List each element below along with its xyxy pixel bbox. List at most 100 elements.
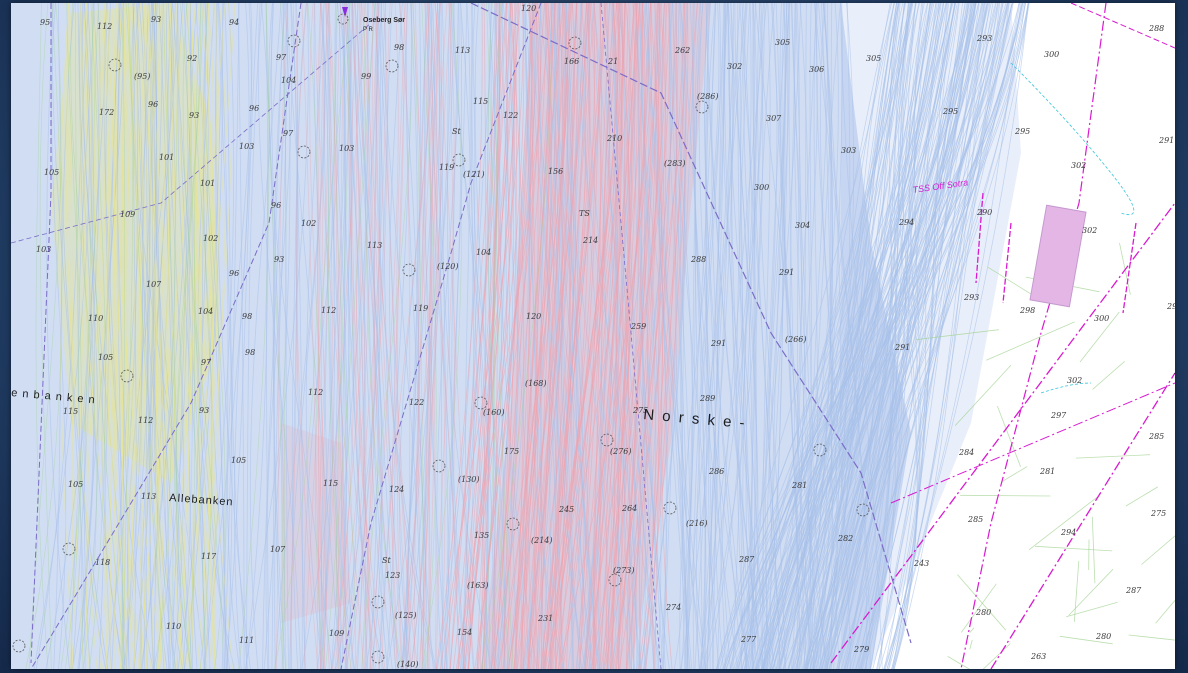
boundary-line bbox=[340, 3, 542, 669]
vessel-track bbox=[815, 3, 914, 669]
well-marker-icon[interactable] bbox=[371, 650, 385, 664]
vessel-track bbox=[321, 3, 330, 669]
well-marker-icon[interactable] bbox=[600, 433, 614, 447]
well-marker-icon[interactable] bbox=[402, 263, 416, 277]
well-marker-icon[interactable] bbox=[62, 542, 76, 556]
well-marker-icon[interactable] bbox=[371, 595, 385, 609]
vessel-track bbox=[449, 3, 503, 669]
vessel-track bbox=[373, 3, 401, 669]
depth-sounding: 298 bbox=[1019, 306, 1035, 315]
vessel-track bbox=[147, 3, 158, 669]
depth-sounding: 295 bbox=[1014, 127, 1030, 136]
vessel-track bbox=[398, 3, 420, 669]
vessel-track bbox=[749, 3, 917, 669]
depth-sounding: 275 bbox=[1150, 509, 1166, 518]
well-markers bbox=[12, 34, 870, 664]
depth-sounding: 295 bbox=[942, 107, 958, 116]
vessel-track bbox=[78, 3, 99, 669]
well-marker-icon[interactable] bbox=[297, 145, 311, 159]
depth-sounding: 101 bbox=[159, 153, 174, 162]
well-marker-icon[interactable] bbox=[452, 153, 466, 167]
vessel-track bbox=[201, 3, 207, 669]
vessel-track bbox=[336, 3, 347, 669]
vessel-track bbox=[805, 3, 1013, 669]
vessel-track bbox=[792, 3, 1010, 669]
depth-sounding: 96 bbox=[148, 100, 158, 109]
vessel-track bbox=[357, 3, 383, 669]
boundary-line bbox=[1122, 222, 1137, 314]
vessel-track bbox=[670, 3, 691, 669]
vessel-track bbox=[828, 3, 1023, 669]
vessel-track bbox=[179, 3, 207, 669]
vessel-track bbox=[771, 3, 956, 669]
well-marker-icon[interactable] bbox=[608, 573, 622, 587]
vessel-track bbox=[378, 3, 413, 669]
vessel-track bbox=[607, 3, 638, 669]
depth-sounding: 105 bbox=[44, 168, 59, 177]
oseberg-platform[interactable]: Oseberg Sør P R bbox=[337, 7, 405, 33]
well-marker-icon[interactable] bbox=[813, 443, 827, 457]
vessel-track bbox=[271, 3, 285, 669]
well-marker-icon[interactable] bbox=[385, 59, 399, 73]
tss-restricted-area[interactable] bbox=[1029, 204, 1087, 308]
well-marker-icon[interactable] bbox=[474, 396, 488, 410]
vessel-track bbox=[152, 3, 192, 669]
vessel-track bbox=[542, 3, 590, 669]
depth-sounding: 118 bbox=[95, 558, 110, 567]
vessel-track bbox=[288, 3, 298, 669]
well-marker-icon[interactable] bbox=[568, 36, 582, 50]
vessel-track bbox=[812, 3, 992, 669]
depth-sounding: 97 bbox=[283, 129, 294, 138]
depth-sounding: 93 bbox=[151, 15, 161, 24]
depth-sounding: 97 bbox=[276, 53, 287, 62]
vessel-track bbox=[893, 3, 994, 669]
vessel-track bbox=[173, 3, 192, 669]
depth-sounding: 288 bbox=[690, 255, 706, 264]
well-marker-icon[interactable] bbox=[108, 58, 122, 72]
well-marker-icon[interactable] bbox=[663, 501, 677, 515]
vessel-track bbox=[363, 3, 376, 669]
vessel-track bbox=[58, 3, 109, 669]
vessel-track bbox=[317, 3, 326, 669]
vessel-track bbox=[1073, 560, 1080, 623]
vessel-track bbox=[765, 3, 929, 669]
vessel-track bbox=[417, 3, 429, 669]
nautical-chart-viewport[interactable]: 112 93 94 95 97 92 (95) 98 113 99 104 120 166 21 262 30… bbox=[11, 3, 1175, 669]
vessel-track bbox=[888, 3, 1029, 669]
vessel-track bbox=[495, 3, 514, 669]
well-marker-icon[interactable] bbox=[120, 369, 134, 383]
vessel-track bbox=[405, 3, 421, 669]
vessel-track bbox=[325, 3, 376, 669]
vessel-track bbox=[157, 3, 167, 669]
vessel-track bbox=[348, 3, 375, 669]
vessel-track bbox=[502, 3, 558, 669]
vessel-track bbox=[268, 3, 333, 669]
depth-sounding: 289 bbox=[699, 394, 715, 403]
depth-sounding: 290 bbox=[976, 208, 992, 217]
well-marker-icon[interactable] bbox=[856, 503, 870, 517]
well-marker-icon[interactable] bbox=[432, 459, 446, 473]
vessel-track bbox=[491, 3, 538, 669]
vessel-track bbox=[714, 3, 735, 669]
depth-sounding: 262 bbox=[674, 46, 690, 55]
vessel-track bbox=[33, 3, 91, 669]
vessel-track bbox=[273, 3, 319, 669]
vessel-track bbox=[167, 3, 178, 669]
vessel-track bbox=[819, 3, 986, 669]
vessel-track bbox=[618, 3, 641, 669]
depth-sounding: 285 bbox=[967, 515, 983, 524]
vessel-track bbox=[238, 3, 270, 669]
vessel-track bbox=[522, 3, 570, 669]
vessel-track bbox=[46, 3, 70, 669]
depth-sounding: 288 bbox=[1148, 24, 1164, 33]
vessel-track bbox=[113, 3, 133, 669]
well-marker-icon[interactable] bbox=[506, 517, 520, 531]
vessel-track bbox=[103, 3, 129, 669]
well-marker-icon[interactable] bbox=[695, 100, 709, 114]
depth-sounding: 119 bbox=[413, 304, 428, 313]
well-marker-icon[interactable] bbox=[287, 34, 301, 48]
vessel-track bbox=[590, 3, 660, 669]
chart-canvas[interactable]: 112 93 94 95 97 92 (95) 98 113 99 104 120 166 21 262 30… bbox=[11, 3, 1175, 669]
well-marker-icon[interactable] bbox=[12, 639, 26, 653]
vessel-track bbox=[997, 405, 1021, 467]
